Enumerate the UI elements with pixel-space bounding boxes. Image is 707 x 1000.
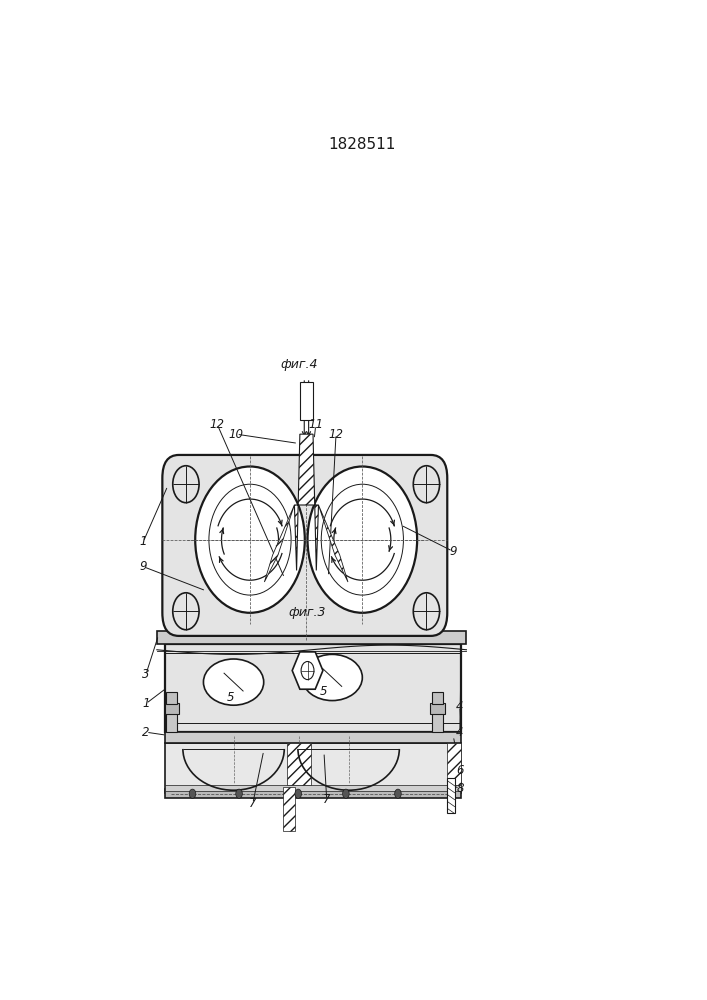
Bar (165, 743, 461, 793)
Text: 4: 4 (456, 700, 464, 713)
Polygon shape (319, 505, 348, 582)
Text: 12: 12 (210, 418, 225, 431)
Bar (432, 692, 443, 704)
Bar (157, 631, 467, 644)
Polygon shape (294, 434, 319, 570)
Circle shape (395, 789, 402, 798)
Bar (165, 785, 461, 791)
Ellipse shape (302, 654, 363, 701)
Text: 9: 9 (139, 560, 147, 573)
Text: 6: 6 (456, 764, 464, 777)
Circle shape (189, 789, 196, 798)
Text: 11: 11 (308, 418, 323, 431)
Ellipse shape (321, 484, 404, 595)
Polygon shape (264, 505, 294, 582)
Bar (166, 692, 177, 704)
Bar (165, 644, 461, 732)
Text: 1: 1 (139, 535, 147, 548)
Text: 3: 3 (142, 668, 150, 681)
Ellipse shape (308, 466, 417, 613)
Text: 4: 4 (456, 726, 464, 739)
Circle shape (343, 789, 349, 798)
Text: 7: 7 (249, 797, 257, 810)
Bar (287, 743, 311, 785)
Bar (165, 703, 179, 714)
Bar (165, 789, 461, 798)
Text: 1: 1 (142, 697, 150, 710)
Text: 9: 9 (449, 545, 457, 558)
Ellipse shape (204, 659, 264, 705)
Bar (431, 703, 445, 714)
Text: 2: 2 (142, 726, 150, 739)
FancyBboxPatch shape (163, 455, 448, 636)
Ellipse shape (209, 484, 291, 595)
Text: 8: 8 (456, 782, 464, 795)
Text: фиг.4: фиг.4 (281, 358, 318, 371)
Circle shape (295, 789, 301, 798)
Bar (300, 382, 313, 420)
Polygon shape (292, 652, 323, 689)
Text: 12: 12 (329, 428, 344, 441)
Bar (448, 778, 455, 813)
Ellipse shape (195, 466, 305, 613)
Text: 5: 5 (320, 685, 328, 698)
Text: 1828511: 1828511 (329, 137, 396, 152)
Text: 10: 10 (229, 428, 244, 441)
Bar (165, 732, 461, 743)
Bar (166, 713, 177, 732)
Circle shape (235, 789, 243, 798)
Bar (283, 787, 295, 831)
Bar (432, 713, 443, 732)
Text: фиг.3: фиг.3 (288, 606, 327, 619)
Bar (448, 743, 461, 785)
Text: 5: 5 (227, 691, 235, 704)
Text: 7: 7 (323, 793, 330, 806)
